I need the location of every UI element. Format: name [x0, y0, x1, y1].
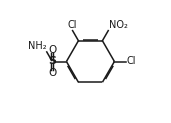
Text: O: O [48, 68, 56, 78]
Text: Cl: Cl [68, 20, 77, 30]
Text: Cl: Cl [127, 56, 136, 67]
Text: NO₂: NO₂ [109, 20, 128, 30]
Text: O: O [48, 45, 56, 55]
Text: NH₂: NH₂ [28, 41, 47, 51]
Text: S: S [48, 56, 56, 67]
